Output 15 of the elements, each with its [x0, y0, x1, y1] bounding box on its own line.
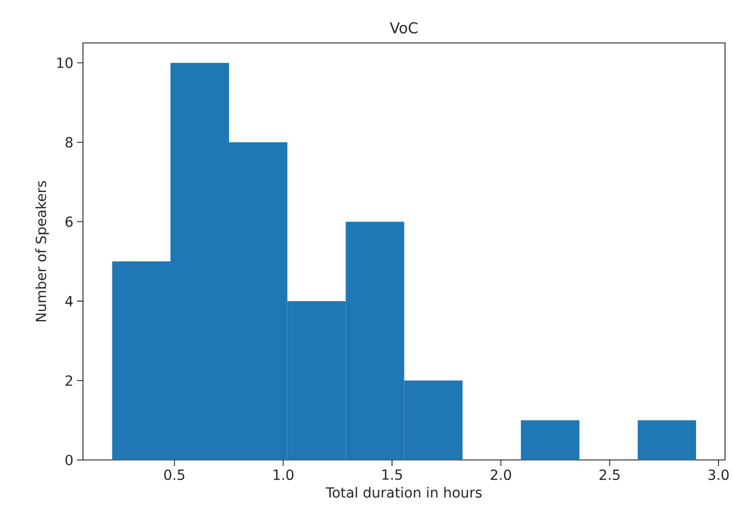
x-tick-label: 0.5	[164, 470, 184, 480]
y-tick-label: 6	[66, 216, 73, 227]
y-tick-label: 4	[65, 296, 73, 306]
y-tick-label: 8	[66, 136, 73, 148]
x-tick-label: 2.0	[490, 470, 512, 480]
x-tick-label: 1.0	[274, 470, 294, 480]
y-tick-label: 2	[66, 375, 72, 386]
y-tick-label: 10	[57, 58, 73, 68]
x-axis-title: Total duration in hours	[326, 486, 482, 498]
x-tick-label: 2.5	[600, 470, 620, 480]
x-tick-label: 3.0	[708, 470, 729, 480]
y-axis-title: Number of Speakers	[35, 180, 49, 322]
x-tick-label: 1.5	[382, 470, 402, 480]
chart-title: VoC	[390, 22, 418, 34]
y-tick-label: 0	[66, 454, 73, 466]
